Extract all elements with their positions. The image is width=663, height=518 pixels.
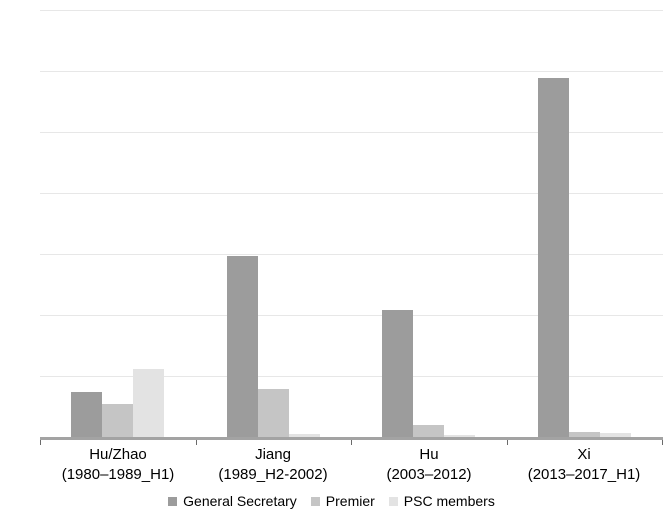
x-axis-category-name: Jiang (255, 446, 291, 463)
bar-premier (102, 404, 133, 437)
bar-psc-members (600, 433, 631, 437)
x-axis-tick (507, 440, 508, 445)
bar-premier (569, 432, 600, 437)
x-axis-category-label: Jiang (1989_H2-2002) (218, 445, 327, 485)
x-axis-category-period: (2003–2012) (386, 466, 472, 483)
gridline (40, 376, 663, 377)
legend-item: General Secretary (168, 494, 297, 508)
bar-general-secretary (538, 78, 569, 437)
legend-label: Premier (325, 493, 375, 509)
gridline (40, 193, 663, 194)
legend-swatch-icon (168, 496, 178, 506)
legend-swatch-icon (388, 496, 398, 506)
x-axis-tick (196, 440, 197, 445)
bar-premier (413, 425, 444, 437)
gridline (40, 315, 663, 316)
bar-premier (258, 389, 289, 437)
legend: General Secretary Premier PSC members (0, 494, 663, 508)
x-axis-category-name: Hu/Zhao (89, 446, 147, 463)
bar-psc-members (289, 434, 320, 437)
gridline (40, 132, 663, 133)
gridline (40, 10, 663, 11)
bar-general-secretary (227, 256, 258, 437)
bar-psc-members (133, 369, 164, 437)
gridline (40, 254, 663, 255)
x-axis-category-period: (2013–2017_H1) (527, 466, 641, 483)
legend-swatch-icon (310, 496, 320, 506)
x-axis-tick (351, 440, 352, 445)
x-axis-tick (40, 440, 41, 445)
x-axis-category-period: (1980–1989_H1) (61, 466, 175, 483)
legend-label: General Secretary (183, 493, 297, 509)
bar-general-secretary (382, 310, 413, 437)
legend-item: PSC members (388, 493, 495, 509)
bar-general-secretary (71, 392, 102, 437)
x-axis-category-label: Hu/Zhao (1980–1989_H1) (62, 445, 175, 485)
x-axis-category-name: Xi (577, 446, 591, 463)
x-axis-line (40, 437, 663, 440)
x-axis-category-label: Hu (2003–2012) (386, 445, 471, 485)
gridline (40, 71, 663, 72)
x-axis-category-name: Hu (419, 446, 439, 463)
legend-label: PSC members (403, 493, 495, 509)
bar-psc-members (444, 435, 475, 437)
legend-item: Premier (310, 493, 375, 509)
x-axis-category-label: Xi (2013–2017_H1) (528, 445, 641, 485)
x-axis-category-period: (1989_H2-2002) (218, 466, 328, 483)
